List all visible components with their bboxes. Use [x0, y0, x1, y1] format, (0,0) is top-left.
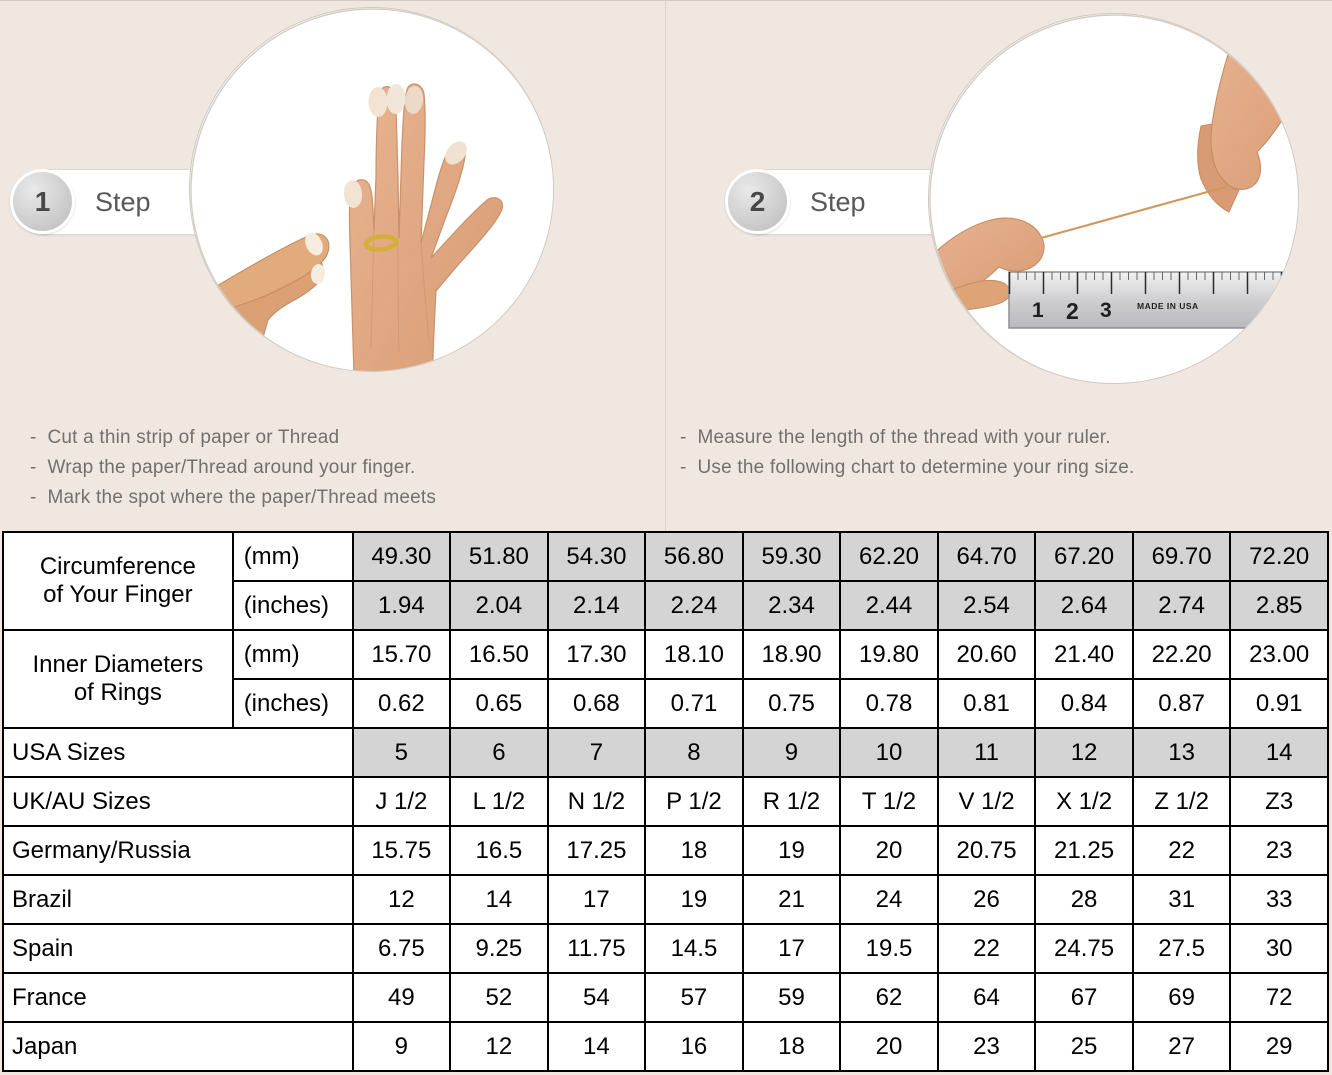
svg-text:3: 3 [1100, 299, 1112, 322]
svg-text:MADE IN USA: MADE IN USA [1137, 301, 1199, 311]
svg-text:2: 2 [1066, 298, 1079, 324]
svg-text:1: 1 [1032, 299, 1044, 322]
